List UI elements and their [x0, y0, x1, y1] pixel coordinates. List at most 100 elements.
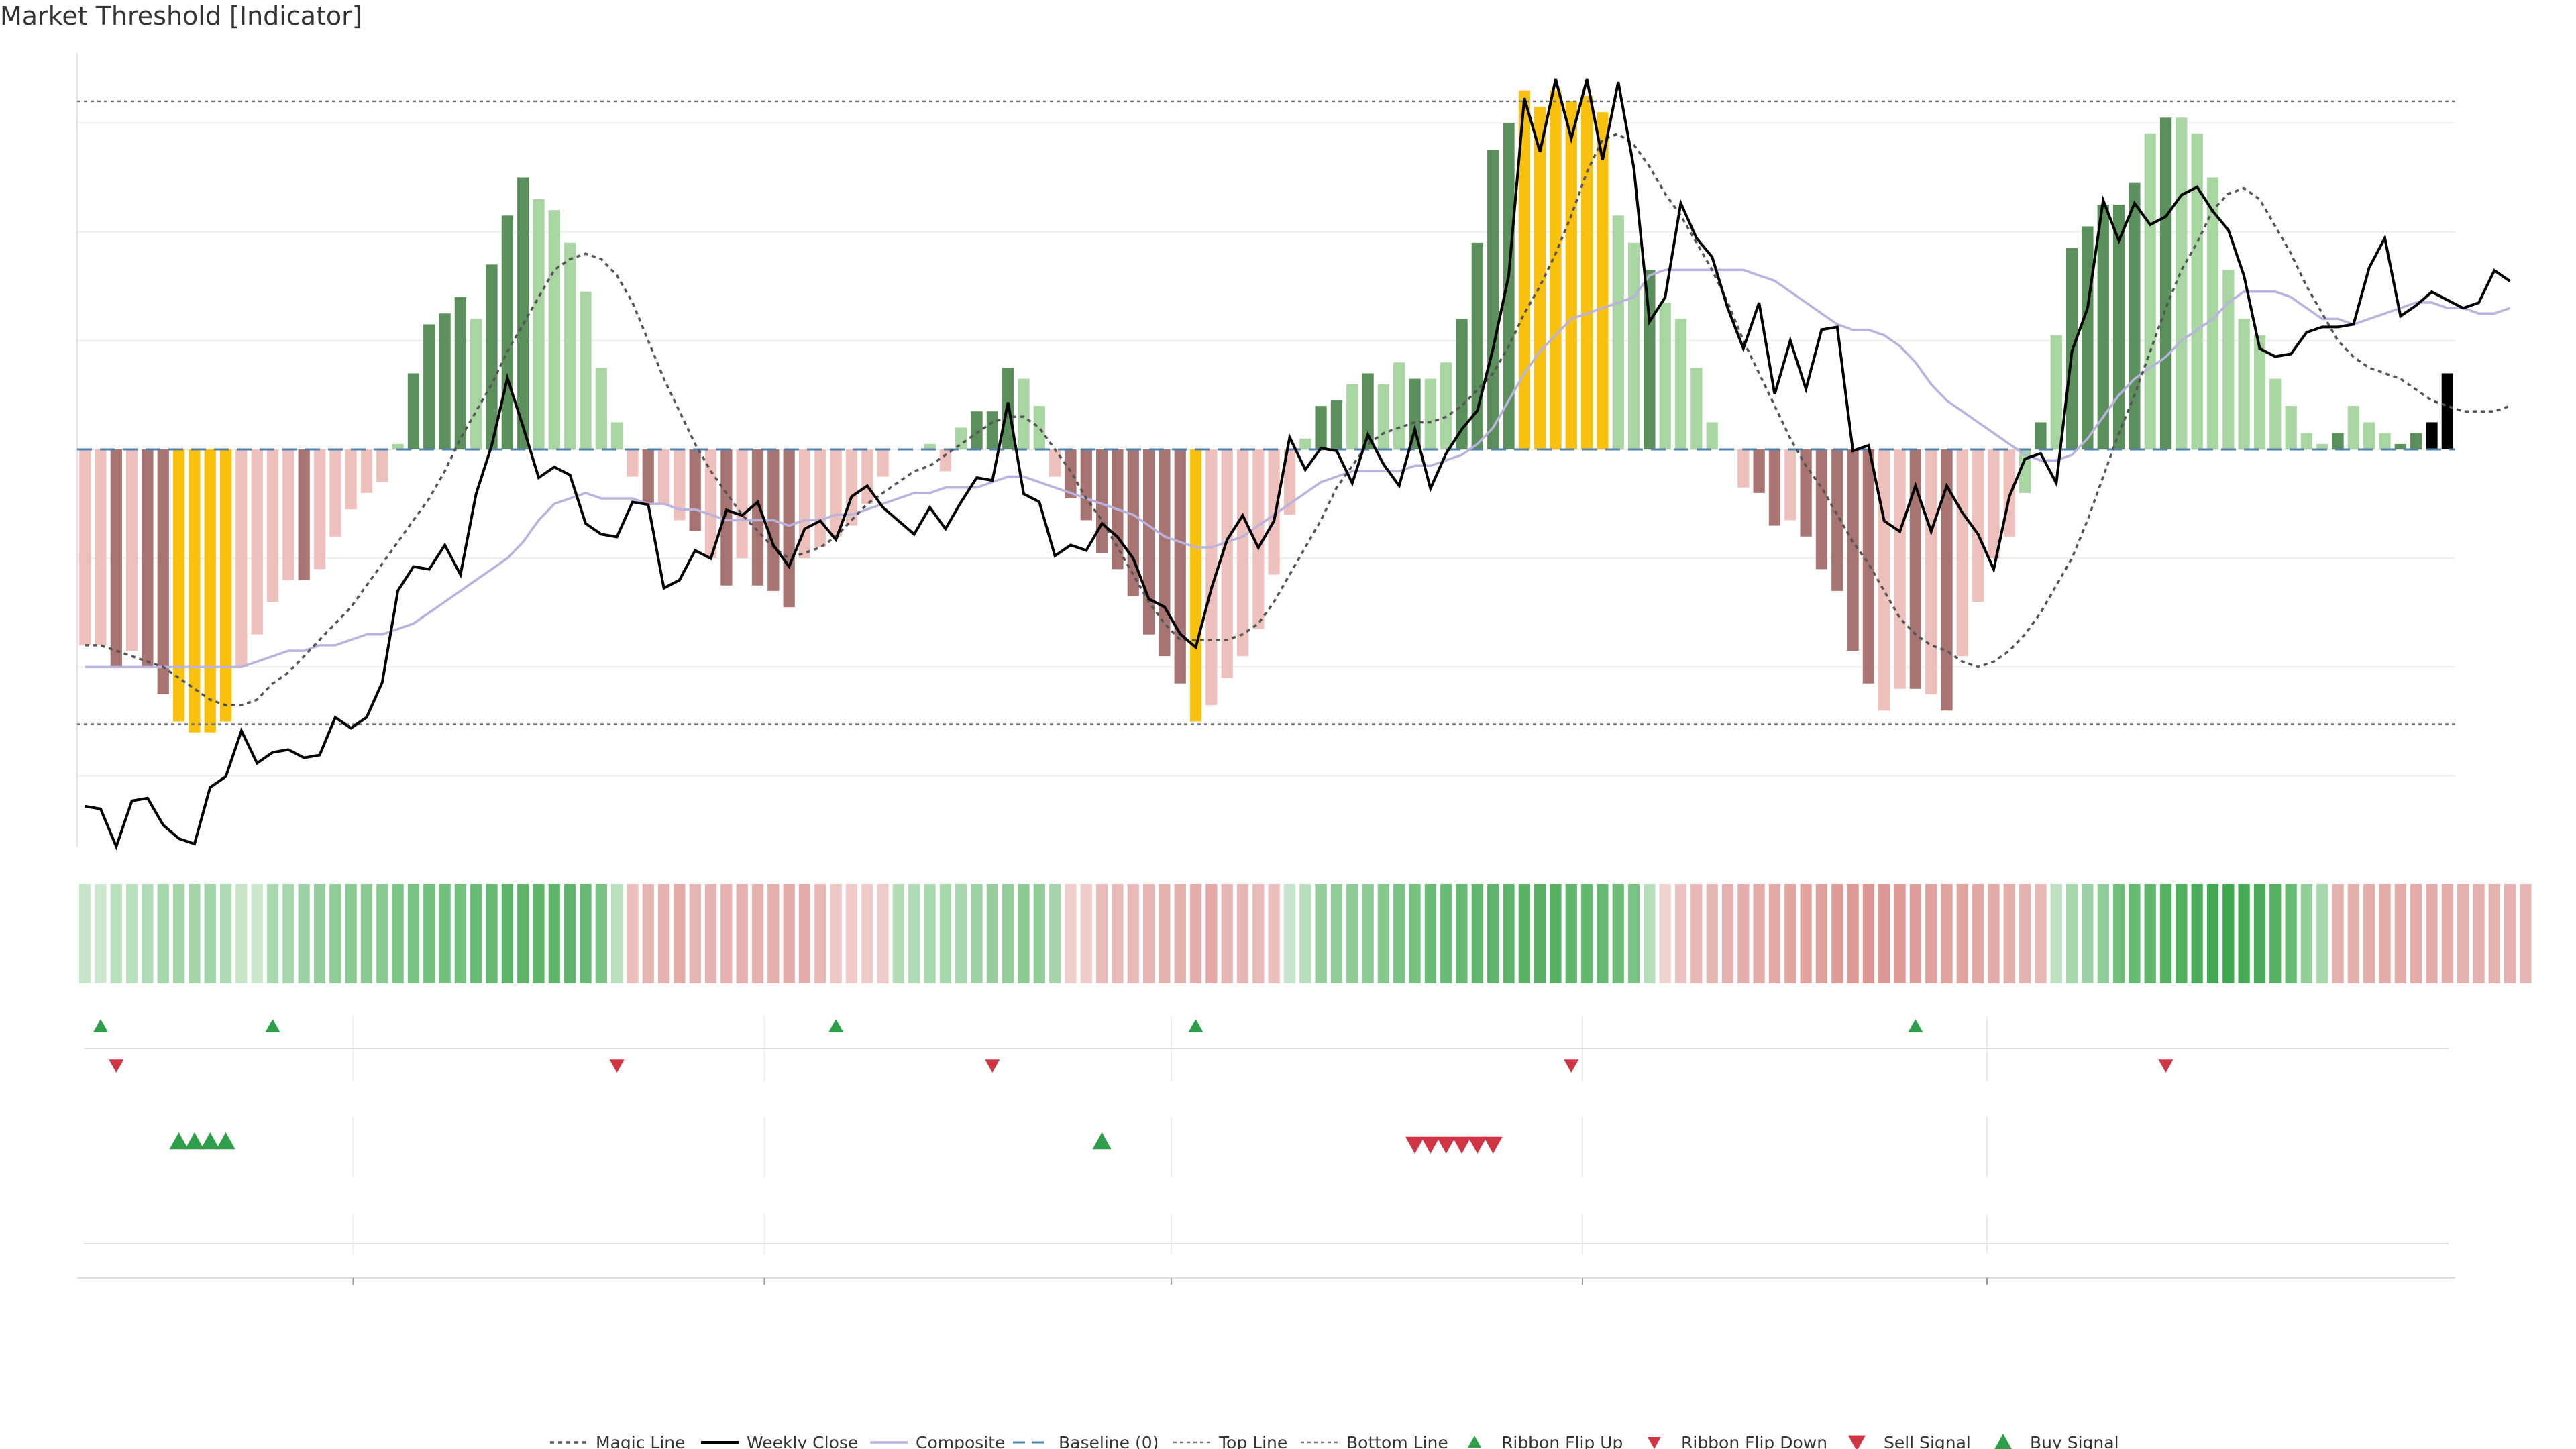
ribbon-cell — [251, 884, 263, 983]
ribbon-cell — [392, 884, 404, 983]
ribbon-cell — [2065, 884, 2078, 983]
composite-bar — [1159, 449, 1171, 657]
ribbon-cell — [1252, 884, 1265, 983]
ribbon-cell — [2003, 884, 2015, 983]
ribbon-cell — [1956, 884, 1968, 983]
ribbon-cell — [282, 884, 294, 983]
ribbon-cell — [1018, 884, 1030, 983]
ribbon-cell — [2082, 884, 2094, 983]
composite-bar — [986, 411, 998, 449]
composite-bar — [1878, 449, 1890, 711]
ribbon-cell — [1800, 884, 1812, 983]
composite-bar — [642, 449, 654, 504]
ribbon-cell — [955, 884, 967, 983]
ribbon-cell — [1424, 884, 1437, 983]
composite-bar — [1972, 449, 1984, 602]
ribbon-cell — [1393, 884, 1405, 983]
composite-bar — [2269, 378, 2282, 449]
composite-bar — [110, 449, 122, 667]
composite-line — [85, 268, 2511, 669]
composite-bar — [1065, 449, 1077, 498]
ribbon-cell — [2097, 884, 2109, 983]
ribbon-cell — [2191, 884, 2203, 983]
legend-label: Magic Line — [596, 1433, 686, 1449]
buy-signal-marker — [216, 1132, 235, 1150]
ribbon-cell — [986, 884, 998, 983]
ribbon-cell — [1644, 884, 1656, 983]
ribbon-cell — [704, 884, 717, 983]
composite-bar — [1831, 449, 1843, 591]
composite-bar — [2003, 449, 2015, 537]
legend-label: Buy Signal — [2030, 1433, 2119, 1449]
composite-bar — [2379, 433, 2391, 449]
magic-line — [85, 132, 2511, 706]
composite-bar — [2159, 117, 2172, 449]
ribbon-cell — [627, 884, 639, 983]
composite-bar — [2363, 422, 2375, 449]
buy-signal-marker — [1092, 1132, 1112, 1150]
ribbon-cell — [2473, 884, 2485, 983]
ribbon-cell — [1612, 884, 1624, 983]
composite-bar — [1362, 373, 1374, 449]
composite-bar — [235, 449, 248, 667]
composite-bar — [501, 215, 513, 449]
ribbon-cell — [1095, 884, 1108, 983]
composite-bar — [1800, 449, 1812, 537]
ribbon-cell — [1815, 884, 1828, 983]
ribbon-cell — [798, 884, 811, 983]
sell-signal-marker — [1405, 1136, 1425, 1154]
ribbon-cell — [642, 884, 654, 983]
ribbon-cell — [1112, 884, 1124, 983]
composite-bar — [2441, 373, 2453, 449]
composite-bar — [1393, 362, 1405, 449]
legend-swatch — [1848, 1435, 1866, 1449]
composite-bar — [95, 449, 107, 645]
ribbon-cell — [517, 884, 529, 983]
composite-bar — [783, 449, 795, 608]
composite-bar — [704, 449, 717, 559]
composite-bar — [1894, 449, 1906, 689]
ribbon-cell — [1409, 884, 1421, 983]
ribbon-flip-down-marker — [109, 1059, 124, 1073]
ribbon-flip-down-marker — [609, 1059, 625, 1073]
composite-bar — [1252, 449, 1265, 629]
ribbon-cell — [1972, 884, 1984, 983]
ribbon-cell — [1142, 884, 1155, 983]
ribbon-cell — [1503, 884, 1515, 983]
ribbon-cell — [533, 884, 545, 983]
page-title: Market Threshold [Indicator] — [0, 1, 362, 31]
composite-bar — [1862, 449, 1875, 684]
composite-bar — [751, 449, 764, 586]
ribbon-cell — [189, 884, 201, 983]
ribbon-cell — [1565, 884, 1577, 983]
ribbon-cell — [1440, 884, 1452, 983]
ribbon-cell — [783, 884, 795, 983]
sell-signal-marker — [1483, 1136, 1503, 1154]
ribbon-cell — [1925, 884, 1937, 983]
ribbon-cell — [2457, 884, 2469, 983]
ribbon-cell — [1597, 884, 1609, 983]
composite-bar — [627, 449, 639, 477]
ribbon-cell — [329, 884, 341, 983]
ribbon-flip-up-marker — [265, 1019, 280, 1032]
composite-bar — [1706, 422, 1718, 449]
composite-bar — [2050, 335, 2062, 449]
sell-signal-marker — [1436, 1136, 1456, 1154]
composite-bar — [423, 324, 435, 449]
legend-item-composite: Composite — [870, 1433, 1005, 1449]
composite-bar — [720, 449, 733, 586]
composite-bar — [2112, 205, 2125, 449]
composite-bar — [266, 449, 279, 602]
legend-item-magic: Magic Line — [550, 1433, 686, 1449]
legend-label: Top Line — [1218, 1433, 1287, 1449]
composite-bar — [219, 449, 232, 722]
composite-bar — [2144, 133, 2156, 449]
ribbon-flip-down-marker — [985, 1059, 1000, 1073]
composite-bar — [564, 242, 576, 449]
composite-bar — [798, 449, 811, 559]
composite-bar — [1127, 449, 1139, 596]
composite-bar — [1080, 449, 1092, 521]
legend-swatch — [1994, 1434, 2012, 1449]
ribbon-cell — [1753, 884, 1765, 983]
composite-bar — [204, 449, 216, 733]
